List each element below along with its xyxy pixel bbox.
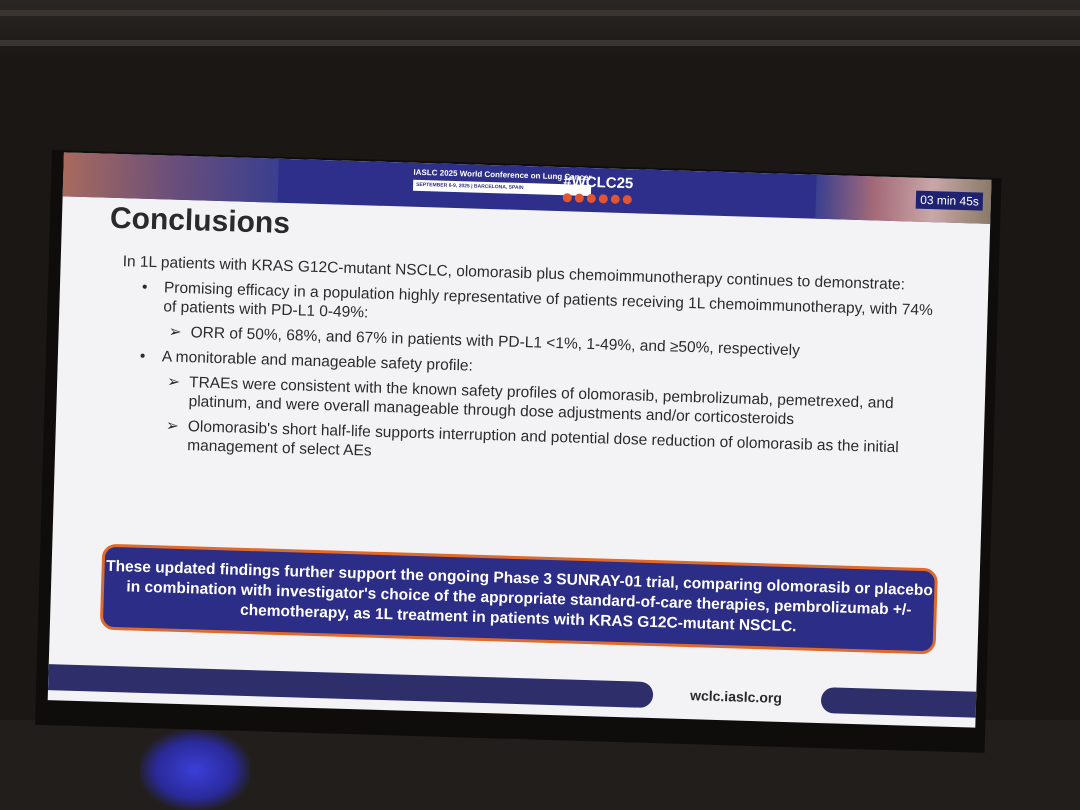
truss-beam xyxy=(0,10,1080,16)
slide: IASLC 2025 World Conference on Lung Canc… xyxy=(47,152,992,728)
x-icon xyxy=(586,193,596,204)
footer-url: wclc.iaslc.org xyxy=(689,687,783,706)
hashtag: #WCLC25 xyxy=(563,173,634,193)
youtube-icon xyxy=(610,194,620,204)
countdown-timer: 03 min 45s xyxy=(915,190,984,211)
header-photo-left xyxy=(62,152,279,203)
truss-beam xyxy=(0,40,1080,46)
stage-light xyxy=(140,730,250,810)
footer-bar-left xyxy=(47,664,654,709)
slide-title: Conclusions xyxy=(109,201,291,241)
social-icons xyxy=(562,193,632,205)
slide-body: In 1L patients with KRAS G12C-mutant NSC… xyxy=(117,252,943,483)
callout-box: These updated findings further support t… xyxy=(99,543,938,655)
footer-bar-right xyxy=(820,687,982,718)
projection-screen: IASLC 2025 World Conference on Lung Canc… xyxy=(34,150,1002,753)
org-name: IASLC xyxy=(413,167,438,178)
podcast-icon xyxy=(622,194,632,205)
linkedin-icon xyxy=(574,193,584,203)
instagram-icon xyxy=(598,194,608,204)
facebook-icon xyxy=(562,193,572,203)
ceiling-truss xyxy=(0,0,1080,60)
